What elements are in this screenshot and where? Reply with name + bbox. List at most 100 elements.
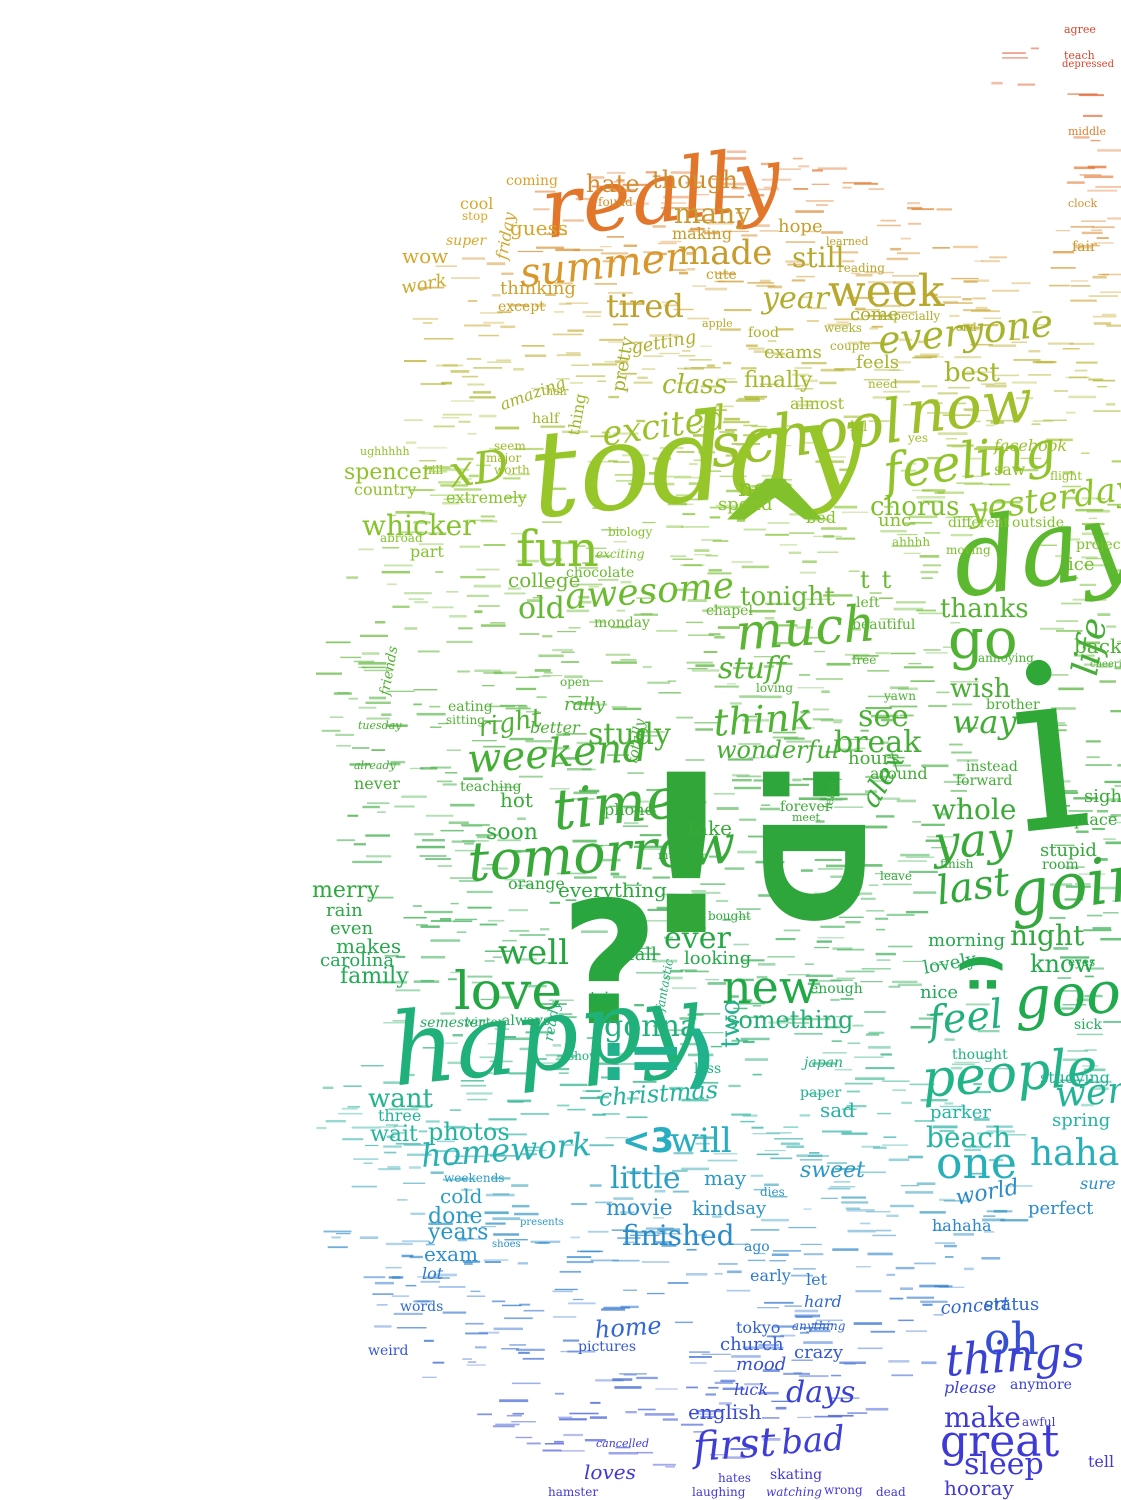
micro-word-mark xyxy=(1092,275,1107,279)
micro-word-mark xyxy=(720,328,741,331)
micro-word-mark xyxy=(814,892,835,895)
micro-word-mark xyxy=(730,702,742,705)
micro-word-mark xyxy=(864,271,894,274)
word-chorus: chorus xyxy=(870,492,960,522)
micro-word-mark xyxy=(707,982,727,985)
micro-word-mark xyxy=(865,1067,895,1070)
micro-word-mark xyxy=(517,250,544,253)
micro-word-mark xyxy=(823,594,853,597)
micro-word-mark xyxy=(889,1297,904,1300)
micro-word-mark xyxy=(608,341,625,343)
micro-word-mark xyxy=(598,578,619,581)
micro-word-mark xyxy=(897,311,917,314)
micro-word-mark xyxy=(896,601,926,604)
micro-word-mark xyxy=(893,607,924,611)
micro-word-mark xyxy=(636,735,658,737)
micro-word-mark xyxy=(752,1005,762,1007)
micro-word-mark xyxy=(519,775,543,778)
micro-word-mark xyxy=(451,840,475,843)
word-weeks: weeks xyxy=(824,321,862,335)
micro-word-mark xyxy=(608,291,633,294)
micro-word-mark xyxy=(408,598,424,601)
micro-word-mark xyxy=(424,910,453,914)
micro-word-mark xyxy=(888,985,901,988)
micro-word-mark xyxy=(594,844,620,847)
micro-word-mark xyxy=(930,964,948,966)
micro-word-mark xyxy=(659,447,684,449)
micro-word-mark xyxy=(608,459,618,463)
micro-word-mark xyxy=(944,1102,954,1105)
micro-word-mark xyxy=(517,1262,528,1265)
micro-word-mark xyxy=(374,1325,392,1328)
micro-word-mark xyxy=(533,208,550,211)
micro-word-mark xyxy=(701,1353,731,1355)
micro-word-mark xyxy=(528,675,551,678)
micro-word-mark xyxy=(841,511,869,513)
micro-word-mark xyxy=(757,1391,779,1395)
micro-word-mark xyxy=(626,884,642,886)
micro-word-mark xyxy=(405,441,417,444)
micro-word-mark xyxy=(702,609,715,612)
micro-word-mark xyxy=(360,1065,384,1067)
micro-word-mark xyxy=(430,726,442,728)
micro-word-mark xyxy=(421,512,436,515)
micro-word-mark xyxy=(515,884,534,887)
micro-word-mark xyxy=(759,230,779,232)
micro-word-mark xyxy=(737,850,757,854)
micro-word-mark xyxy=(1108,569,1121,572)
micro-word-mark xyxy=(1062,348,1080,350)
micro-word-mark xyxy=(338,1112,363,1115)
word-thinking: thinking xyxy=(500,278,576,299)
micro-word-mark xyxy=(392,605,410,608)
micro-word-mark xyxy=(1093,242,1114,244)
micro-word-mark xyxy=(710,1045,723,1048)
micro-word-mark xyxy=(448,821,469,825)
micro-word-mark xyxy=(590,435,606,438)
micro-word-mark xyxy=(383,1081,404,1084)
micro-word-mark xyxy=(795,210,824,213)
micro-word-mark xyxy=(1002,52,1026,54)
micro-word-mark xyxy=(950,533,973,537)
micro-word-mark xyxy=(688,1053,714,1057)
micro-word-mark xyxy=(588,176,605,179)
micro-word-mark xyxy=(446,591,459,593)
micro-word-mark xyxy=(734,786,761,790)
micro-word-mark xyxy=(1017,83,1036,86)
micro-word-mark xyxy=(632,952,660,956)
micro-word-mark xyxy=(847,1229,876,1233)
micro-word-mark xyxy=(559,1270,581,1273)
micro-word-mark xyxy=(1086,756,1100,759)
micro-word-mark xyxy=(750,1229,780,1231)
word-couple: couple xyxy=(830,339,871,353)
micro-word-mark xyxy=(645,171,655,174)
micro-word-mark xyxy=(958,727,978,729)
micro-word-mark xyxy=(420,925,440,928)
micro-word-mark xyxy=(633,341,643,344)
micro-word-mark xyxy=(661,1244,677,1247)
micro-word-mark xyxy=(721,1243,749,1245)
micro-word-mark xyxy=(1062,1004,1087,1006)
word-lol: lol xyxy=(850,419,868,435)
micro-word-mark xyxy=(920,1300,948,1303)
micro-word-mark xyxy=(694,219,713,221)
micro-word-mark xyxy=(559,1083,588,1087)
micro-word-mark xyxy=(504,878,526,881)
micro-word-mark xyxy=(812,535,842,538)
micro-word-mark xyxy=(492,956,502,958)
word-parker: parker xyxy=(930,1102,992,1123)
micro-word-mark xyxy=(1085,740,1101,743)
word-still: still xyxy=(792,241,845,274)
micro-word-mark xyxy=(714,1272,723,1275)
micro-word-mark xyxy=(588,585,599,588)
micro-word-mark xyxy=(882,1080,910,1082)
micro-word-mark xyxy=(407,1153,432,1156)
micro-word-mark xyxy=(676,815,700,818)
micro-word-mark xyxy=(1116,821,1121,824)
micro-word-mark xyxy=(719,475,747,477)
micro-word-mark xyxy=(989,256,1007,259)
micro-word-mark xyxy=(984,1231,995,1233)
micro-word-mark xyxy=(818,799,843,801)
micro-word-mark xyxy=(833,1181,851,1183)
micro-word-mark xyxy=(582,562,594,564)
micro-word-mark xyxy=(713,792,735,795)
